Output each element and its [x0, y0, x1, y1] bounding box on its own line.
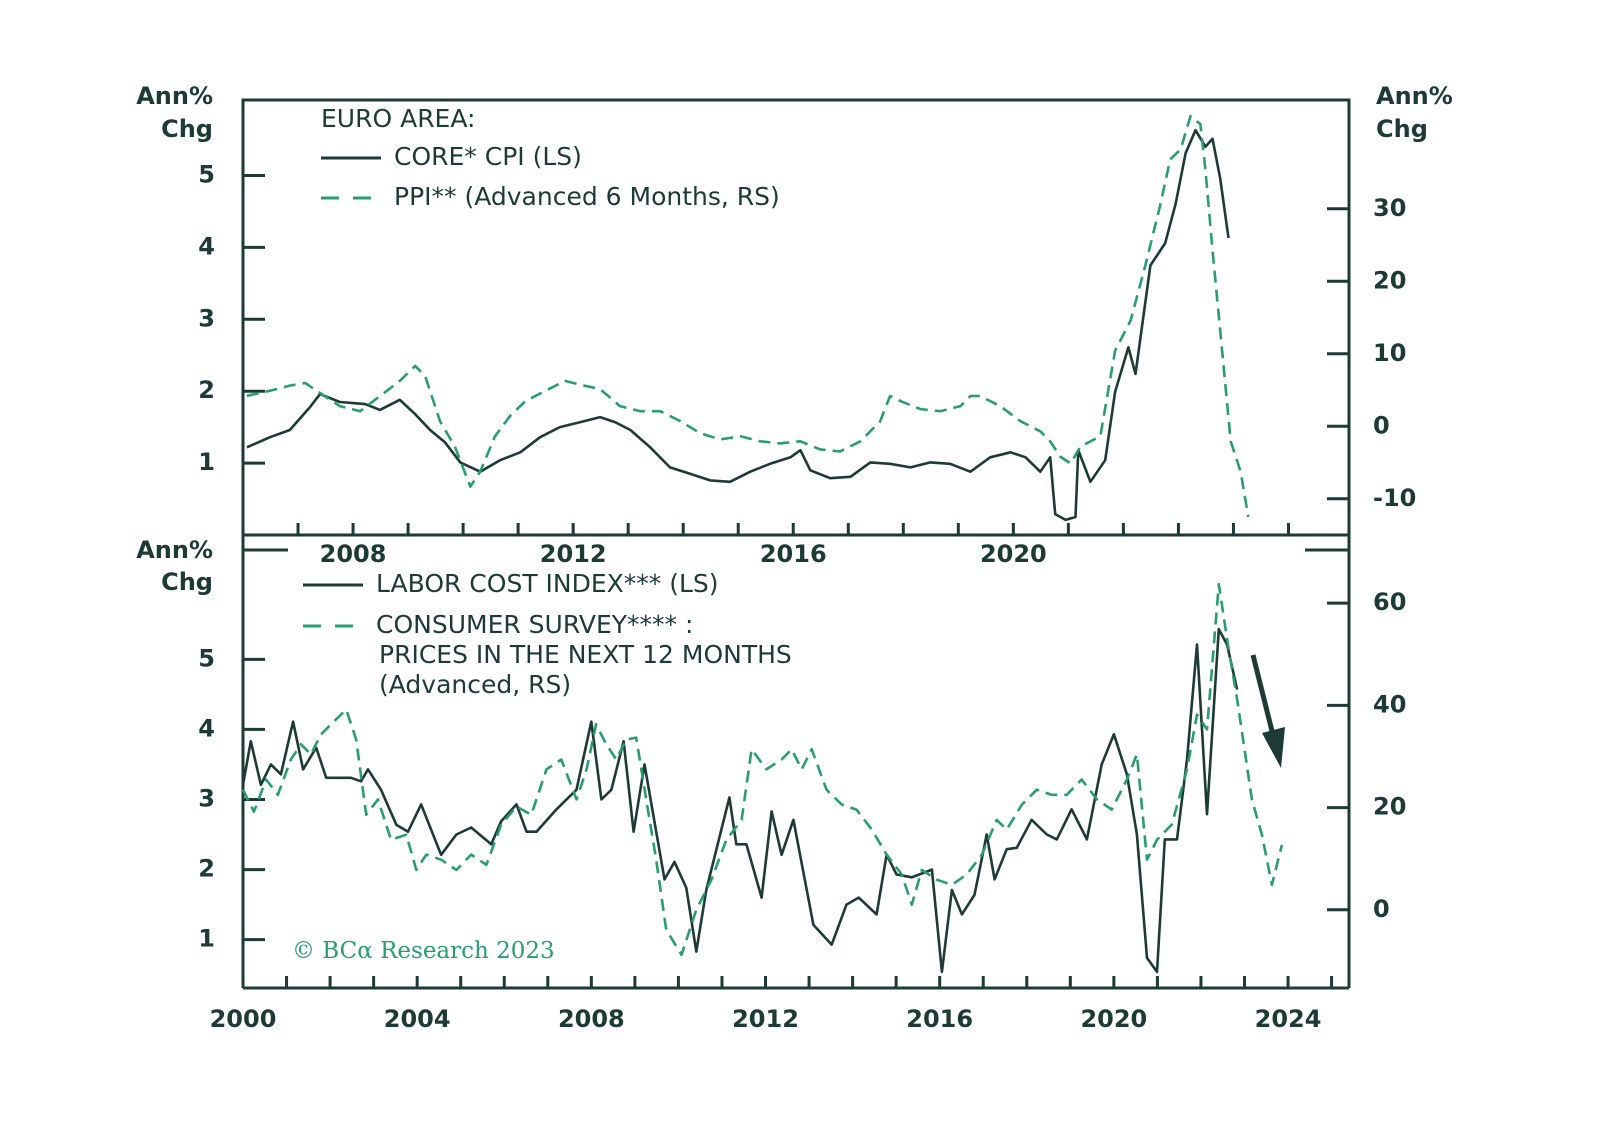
y2-tick-label: -10: [1373, 484, 1416, 512]
x-tick-label: 2016: [760, 540, 827, 568]
x-tick-label: 2024: [1255, 1005, 1322, 1033]
arrow-shaft: [1250, 654, 1276, 736]
legend-label: LABOR COST INDEX*** (LS): [376, 569, 719, 598]
y-tick-label: 2: [198, 855, 215, 883]
y-tick-label: 3: [198, 784, 215, 812]
series-line: [246, 128, 1230, 522]
legend-label: CONSUMER SURVEY**** :: [376, 610, 693, 639]
x-tick-label: 2008: [320, 540, 387, 568]
y-tick-label: 1: [198, 925, 215, 953]
y-axis-label: Chg: [161, 568, 213, 596]
y2-tick-label: 20: [1373, 793, 1406, 821]
series-line: [241, 627, 1239, 974]
y2-tick-label: 60: [1373, 588, 1406, 616]
y-tick-label: 4: [198, 714, 215, 742]
y-axis-label: Ann%: [136, 536, 213, 564]
series-line: [241, 582, 1284, 957]
y2-axis-label: Chg: [1376, 115, 1428, 143]
series-line: [246, 114, 1250, 518]
y-axis-label: Ann%: [136, 82, 213, 110]
x-tick-label: 2012: [540, 540, 607, 568]
y2-tick-label: 20: [1373, 266, 1406, 294]
y2-tick-label: 10: [1373, 339, 1406, 367]
y-tick-label: 3: [198, 304, 215, 332]
y2-tick-label: 30: [1373, 194, 1406, 222]
y2-tick-label: 0: [1373, 895, 1390, 923]
legend-label: (Advanced, RS): [379, 670, 571, 699]
frames: [241, 98, 1351, 990]
y-tick-label: 1: [198, 448, 215, 476]
legend-label: PPI** (Advanced 6 Months, RS): [394, 182, 780, 211]
arrow: [1250, 654, 1285, 768]
y-tick-label: 5: [198, 644, 215, 672]
y2-axis-label: Ann%: [1376, 82, 1453, 110]
legend-title: EURO AREA:: [321, 104, 475, 133]
y-tick-label: 2: [198, 376, 215, 404]
legend-label: PRICES IN THE NEXT 12 MONTHS: [379, 640, 792, 669]
x-tick-label: 2016: [906, 1005, 973, 1033]
legend-label: CORE* CPI (LS): [394, 142, 582, 171]
x-tick-label: 2008: [558, 1005, 625, 1033]
y2-tick-label: 0: [1373, 411, 1390, 439]
x-tick-label: 2004: [384, 1005, 451, 1033]
x-tick-label: 2012: [732, 1005, 799, 1033]
annotation: © BCα Research 2023: [292, 938, 555, 964]
y-tick-label: 5: [198, 160, 215, 188]
x-tick-label: 2020: [980, 540, 1047, 568]
y-axis-label: Chg: [161, 115, 213, 143]
x-tick-label: 2000: [210, 1005, 277, 1033]
x-tick-label: 2020: [1080, 1005, 1147, 1033]
y2-tick-label: 40: [1373, 690, 1406, 718]
y-tick-label: 4: [198, 232, 215, 260]
top-panel-frame: [241, 98, 1351, 537]
arrow-head: [1262, 727, 1285, 768]
